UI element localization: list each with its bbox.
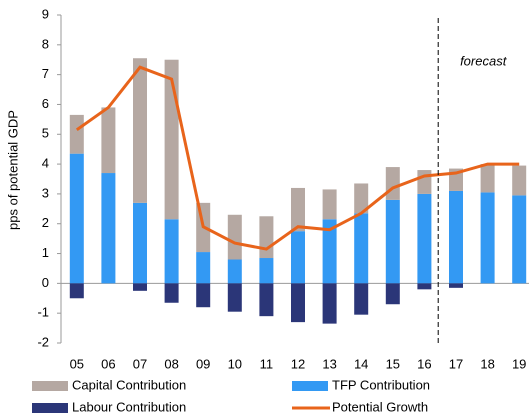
bar [227, 283, 242, 312]
y-axis-label: pps of potential GDP [5, 110, 20, 230]
y-tick-label: 4 [42, 156, 49, 171]
bar [417, 193, 432, 284]
bar [512, 165, 527, 196]
bar [164, 283, 179, 303]
bar [480, 164, 495, 193]
y-tick-label: 5 [42, 126, 49, 141]
y-tick-label: 6 [42, 96, 49, 111]
bar [322, 189, 337, 220]
bar [417, 170, 432, 194]
bar [259, 216, 274, 259]
bar [196, 283, 211, 308]
bar [227, 214, 242, 260]
y-tick-label: 3 [42, 185, 49, 200]
bar [385, 283, 400, 305]
y-tick-label: 0 [42, 275, 49, 290]
y-tick-label: 1 [42, 245, 49, 260]
bar [259, 283, 274, 317]
y-tick-label: -2 [37, 334, 49, 349]
legend-label: Potential Growth [332, 399, 428, 414]
bar [354, 183, 369, 214]
legend-label: Capital Contribution [72, 377, 186, 392]
bar [259, 258, 274, 284]
x-tick-label: 16 [417, 356, 431, 371]
x-tick-label: 10 [228, 356, 242, 371]
line [75, 65, 520, 251]
y-tick-label: 8 [42, 36, 49, 51]
x-tick-label: 14 [354, 356, 368, 371]
y-tick-label: -1 [37, 305, 49, 320]
x-tick-label: 19 [512, 356, 526, 371]
bar [101, 173, 116, 284]
bar [164, 219, 179, 284]
bar [291, 231, 305, 284]
bar [291, 283, 305, 323]
x-tick-label: 08 [164, 356, 178, 371]
legend-swatch [32, 403, 68, 413]
y-tick-label: 7 [42, 66, 49, 81]
bar [385, 167, 400, 200]
bar [69, 283, 84, 299]
x-tick-label: 11 [260, 356, 274, 371]
bar [354, 213, 369, 284]
x-tick-label: 05 [70, 356, 84, 371]
annotation: forecast [460, 53, 508, 68]
x-tick-label: 06 [101, 356, 115, 371]
x-tick-label: 09 [196, 356, 210, 371]
legend-label: Labour Contribution [72, 399, 186, 414]
bar [449, 283, 463, 288]
bar [354, 283, 369, 315]
legend-swatch [32, 381, 68, 391]
y-tick-label: 9 [42, 6, 49, 21]
legend-swatch [292, 381, 328, 391]
bar [196, 252, 211, 284]
x-tick-label: 17 [449, 356, 463, 371]
bar [417, 283, 432, 290]
y-tick-label: 2 [42, 215, 49, 230]
bar [133, 58, 147, 203]
x-tick-label: 18 [480, 356, 494, 371]
bar [69, 114, 84, 154]
bar [291, 187, 305, 232]
bar [227, 259, 242, 284]
bar [322, 219, 337, 284]
bar [322, 283, 337, 324]
bar [133, 202, 147, 284]
x-tick-label: 15 [386, 356, 400, 371]
x-tick-label: 07 [133, 356, 147, 371]
legend-label: TFP Contribution [332, 377, 430, 392]
x-tick-label: 12 [291, 356, 305, 371]
bar [101, 107, 116, 174]
bar [69, 153, 84, 284]
bar [385, 199, 400, 284]
bar [512, 195, 527, 284]
bar [133, 283, 147, 291]
bar [480, 192, 495, 284]
x-tick-label: 13 [322, 356, 336, 371]
bar [449, 190, 463, 284]
